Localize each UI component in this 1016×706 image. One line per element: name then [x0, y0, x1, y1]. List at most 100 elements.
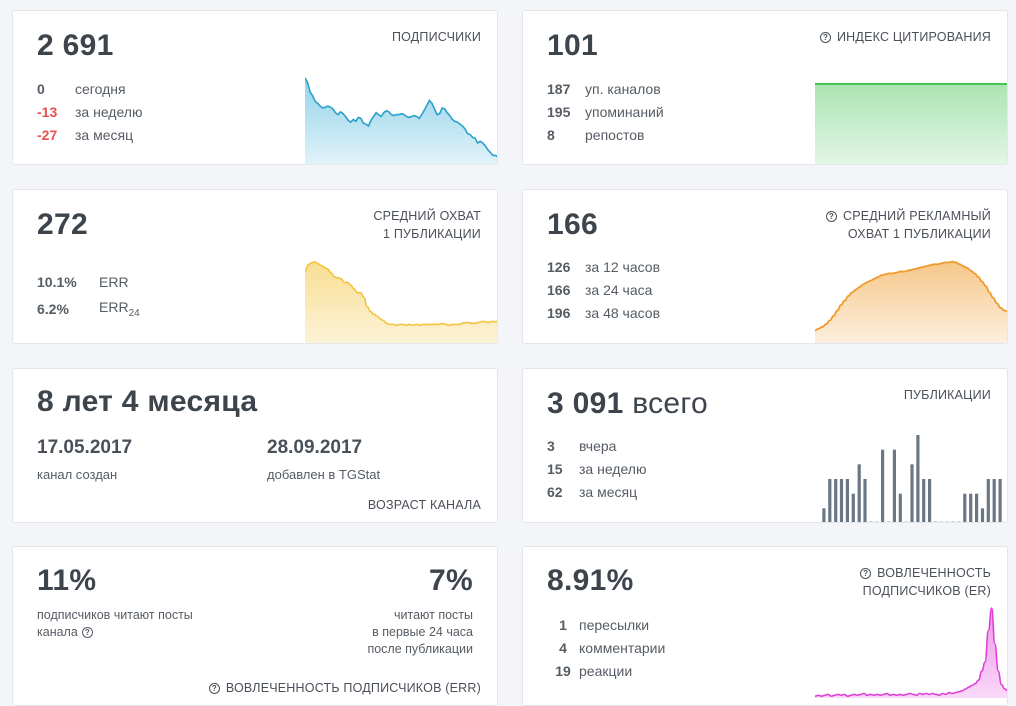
stat-number: 62	[547, 484, 563, 501]
stat-number: 166	[547, 281, 571, 298]
posts-bar	[969, 493, 973, 522]
stat-number: 1	[559, 616, 567, 633]
stat-label: пересылки	[579, 616, 650, 633]
posts-bar	[886, 521, 891, 522]
er-card[interactable]: 8.91% ? ВОВЛЕЧЕННОСТЬ ПОДПИСЧИКОВ (ER) 1 пе…	[522, 546, 1008, 706]
ad-reach-sparkline[interactable]	[815, 250, 1008, 344]
err24-label: ERR24	[99, 299, 140, 319]
er-title-line2: ПОДПИСЧИКОВ (ER)	[862, 584, 991, 598]
engagement-footer-text: ВОВЛЕЧЕННОСТЬ ПОДПИСЧИКОВ (ERR)	[225, 681, 481, 695]
stat-number: 8	[547, 127, 555, 144]
stat-number: -27	[37, 127, 58, 144]
engagement-left-value: 11%	[37, 564, 97, 597]
stat-label: вчера	[579, 437, 617, 454]
err24-row: 6.2% ERR24	[37, 295, 140, 322]
channel-age-card[interactable]: 8 лет 4 месяца 17.05.2017 канал создан 2…	[12, 368, 498, 523]
sparkline-area	[305, 77, 497, 164]
posts-bar	[928, 479, 932, 522]
err-label: ERR	[99, 273, 129, 290]
sparkline-line	[305, 261, 497, 327]
question-circle-icon[interactable]: ?	[820, 32, 831, 43]
stat-label: за неделю	[75, 103, 143, 120]
err-value: 10.1%	[37, 273, 77, 290]
posts-bar	[822, 508, 826, 522]
reach-sparkline[interactable]	[305, 250, 498, 344]
citation-title-text: ИНДЕКС ЦИТИРОВАНИЯ	[837, 30, 991, 44]
citation-card[interactable]: 101 ? ИНДЕКС ЦИТИРОВАНИЯ 187 уп. каналов 1…	[522, 10, 1008, 165]
stat-row: 8 репостов	[547, 124, 664, 147]
posts-card[interactable]: 3 091 всего ПУБЛИКАЦИИ 3 вчера 15 за недел…	[522, 368, 1008, 523]
reach-card[interactable]: 272 СРЕДНИЙ ОХВАТ 1 ПУБЛИКАЦИИ 10.1% ERR 6…	[12, 189, 498, 344]
stat-number: 126	[547, 258, 571, 275]
stat-row: 196 за 48 часов	[547, 302, 660, 325]
ad-reach-card[interactable]: 166 ? СРЕДНИЙ РЕКЛАМНЫЙ ОХВАТ 1 ПУБЛИКАЦИИ…	[522, 189, 1008, 344]
ad-reach-title[interactable]: ? СРЕДНИЙ РЕКЛАМНЫЙ ОХВАТ 1 ПУБЛИКАЦИИ	[825, 207, 991, 243]
channel-age-footer: ВОЗРАСТ КАНАЛА	[367, 498, 481, 512]
subscribers-card[interactable]: 2 691 ПОДПИСЧИКИ 0 сегодня -13 за неделю -…	[12, 10, 498, 165]
reach-title-line1: СРЕДНИЙ ОХВАТ	[373, 209, 481, 223]
question-circle-icon[interactable]: ?	[860, 568, 872, 579]
stat-row: 1 пересылки	[547, 613, 665, 636]
engagement-card[interactable]: 11% подписчиков читают посты канала? 7% …	[12, 546, 498, 706]
er-sparkline[interactable]	[815, 602, 1008, 698]
sparkline-area	[815, 261, 1007, 343]
stat-row: 15 за неделю	[547, 457, 646, 480]
added-label: добавлен в TGStat	[267, 467, 381, 482]
subscribers-count: 2 691	[37, 29, 114, 62]
ad-reach-title-line1: СРЕДНИЙ РЕКЛАМНЫЙ	[842, 209, 991, 223]
engagement-footer[interactable]: ? ВОВЛЕЧЕННОСТЬ ПОДПИСЧИКОВ (ERR)	[208, 679, 481, 697]
subscribers-stats: 0 сегодня -13 за неделю -27 за месяц	[37, 77, 142, 147]
posts-bar	[992, 479, 996, 522]
stat-row: 126 за 12 часов	[547, 255, 660, 278]
posts-bar	[945, 521, 949, 522]
posts-bar	[933, 521, 938, 522]
engagement-left-text-1: подписчиков читают посты	[37, 608, 193, 622]
sparkline-line	[815, 607, 1007, 697]
subscribers-title: ПОДПИСЧИКИ	[391, 30, 481, 44]
err24-value: 6.2%	[37, 300, 69, 317]
question-circle-icon[interactable]: ?	[81, 627, 93, 638]
posts-bar-chart[interactable]	[821, 429, 1003, 523]
reach-stats: 10.1% ERR 6.2% ERR24	[37, 268, 140, 322]
ad-reach-title-line2: ОХВАТ 1 ПУБЛИКАЦИИ	[847, 227, 991, 241]
stat-row: 187 уп. каналов	[547, 77, 664, 100]
citation-title[interactable]: ? ИНДЕКС ЦИТИРОВАНИЯ	[820, 28, 991, 46]
stat-number: 15	[547, 460, 563, 477]
question-circle-icon[interactable]: ?	[825, 211, 837, 222]
posts-bar	[963, 493, 967, 522]
sparkline-area	[305, 261, 497, 343]
posts-bar	[857, 464, 861, 522]
engagement-right-text-1: читают посты	[393, 608, 473, 622]
subscribers-sparkline[interactable]	[305, 71, 498, 165]
stat-label: сегодня	[75, 80, 126, 97]
engagement-right-text-3: после публикации	[367, 642, 473, 656]
engagement-right-text: читают посты в первые 24 часа после публ…	[367, 607, 473, 658]
stat-row: 19 реакции	[547, 660, 665, 683]
engagement-right-value: 7%	[429, 564, 473, 597]
er-stats: 1 пересылки 4 комментарии 19 реакции	[547, 613, 665, 683]
stat-label: за неделю	[579, 460, 647, 477]
stat-number: 0	[37, 80, 45, 97]
citation-sparkline[interactable]	[815, 71, 1008, 165]
er-title[interactable]: ? ВОВЛЕЧЕННОСТЬ ПОДПИСЧИКОВ (ER)	[860, 564, 991, 600]
stat-number: -13	[37, 103, 58, 120]
stat-label: за 48 часов	[585, 305, 661, 322]
err-row: 10.1% ERR	[37, 268, 140, 295]
posts-bar	[869, 521, 873, 522]
stat-number: 196	[547, 305, 571, 322]
sparkline-line	[815, 260, 1007, 332]
engagement-right-text-2: в первые 24 часа	[372, 625, 473, 639]
posts-bar	[851, 493, 855, 522]
channel-age-value: 8 лет 4 месяца	[37, 385, 258, 418]
citation-stats: 187 уп. каналов 195 упоминаний 8 репостов	[547, 77, 664, 147]
posts-bar	[951, 521, 955, 522]
posts-bar	[875, 521, 879, 522]
posts-stats: 3 вчера 15 за неделю 62 за месяц	[547, 434, 646, 504]
posts-bar	[904, 521, 908, 522]
sparkline-line	[305, 77, 497, 158]
engagement-left-text-2: канала	[37, 625, 78, 639]
question-circle-icon[interactable]: ?	[208, 683, 220, 694]
created-date: 17.05.2017	[37, 437, 133, 458]
posts-bar	[892, 449, 896, 522]
stat-row: -27 за месяц	[37, 124, 142, 147]
